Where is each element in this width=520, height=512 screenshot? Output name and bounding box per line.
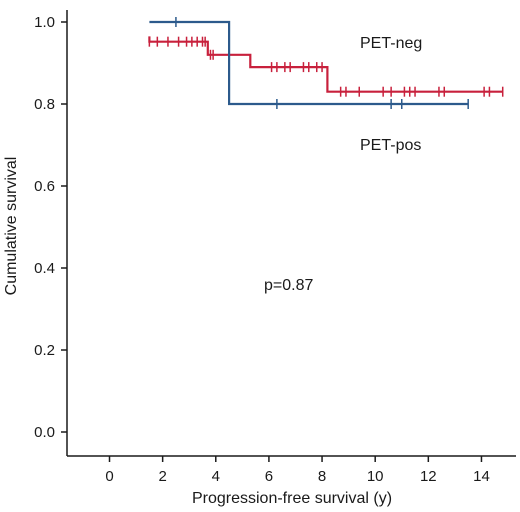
- y-ticks: 0.0 0.2 0.4 0.6 0.8 1.0: [34, 14, 67, 441]
- x-ticks: 0 2 4 6 8 10 12 14: [105, 456, 490, 485]
- x-tick-label: 2: [158, 468, 166, 485]
- y-tick-label: 1.0: [34, 14, 55, 31]
- series-label-pet-neg: PET-neg: [360, 35, 422, 52]
- y-tick-label: 0.0: [34, 424, 55, 441]
- series-pet-pos: [149, 17, 469, 109]
- axes: 0.0 0.2 0.4 0.6 0.8 1.0 0 2 4 6 8 10 12 14: [34, 10, 516, 485]
- x-tick-label: 4: [212, 468, 220, 485]
- series-layer: [148, 17, 504, 109]
- x-tick-label: 8: [318, 468, 326, 485]
- x-tick-label: 6: [265, 468, 273, 485]
- survival-curve-pet-neg: [148, 36, 503, 93]
- x-axis-label: Progression-free survival (y): [192, 490, 392, 507]
- p-value-annotation: p=0.87: [264, 277, 313, 294]
- survival-curve-pet-pos: [149, 20, 469, 106]
- series-label-pet-pos: PET-pos: [360, 137, 421, 154]
- x-tick-label: 0: [105, 468, 113, 485]
- y-tick-label: 0.2: [34, 342, 55, 359]
- series-pet-neg: [148, 36, 504, 97]
- x-tick-label: 14: [473, 468, 490, 485]
- y-tick-label: 0.6: [34, 178, 55, 195]
- y-tick-label: 0.8: [34, 96, 55, 113]
- y-axis-label: Cumulative survival: [3, 157, 20, 296]
- x-tick-label: 10: [367, 468, 384, 485]
- y-tick-label: 0.4: [34, 260, 55, 277]
- x-tick-label: 12: [420, 468, 437, 485]
